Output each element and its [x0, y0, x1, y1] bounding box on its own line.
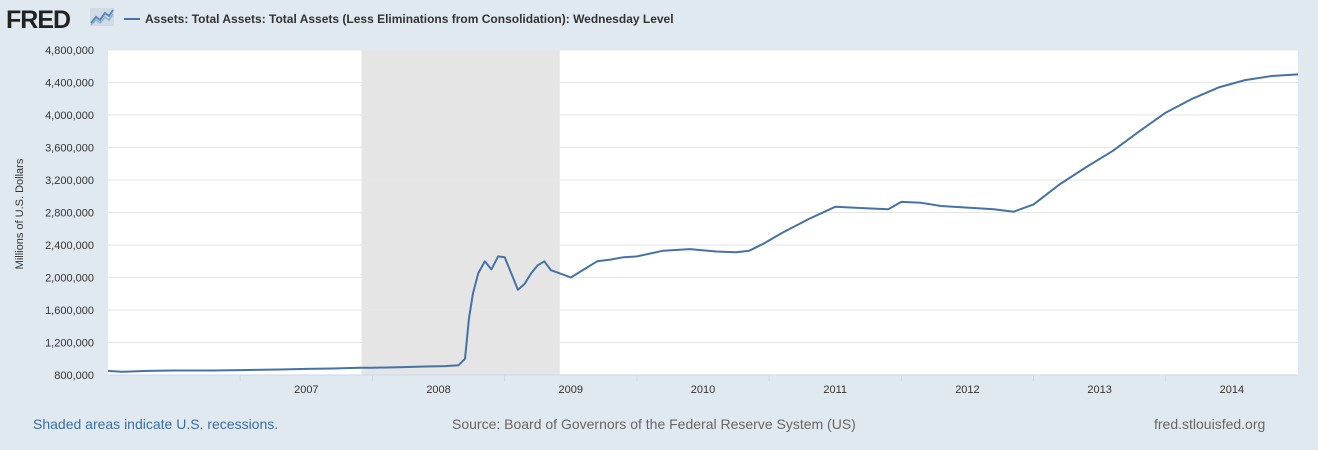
x-tick-label: 2012 [955, 384, 979, 396]
y-tick-label: 2,000,000 [45, 273, 94, 285]
x-axis-ticks: 2007 2008 2009 2010 2011 2012 2013 2014 [108, 374, 1298, 396]
chart-legend[interactable]: Assets: Total Assets: Total Assets (Less… [124, 12, 674, 26]
gridlines [108, 49, 1298, 376]
y-tick-label: 2,400,000 [45, 240, 94, 252]
recession-note-link[interactable]: Shaded areas indicate U.S. recessions. [33, 416, 279, 432]
x-tick-label: 2008 [426, 384, 450, 396]
y-tick-label: 1,600,000 [45, 305, 94, 317]
line-chart[interactable]: 800,000 1,200,000 1,600,000 2,000,000 2,400,… [0, 38, 1318, 398]
y-axis-ticks: 800,000 1,200,000 1,600,000 2,000,000 2,400,… [45, 45, 94, 382]
x-tick-label: 2013 [1087, 384, 1111, 396]
y-tick-label: 800,000 [54, 370, 94, 382]
y-tick-label: 4,400,000 [45, 78, 94, 90]
y-tick-label: 4,000,000 [45, 110, 94, 122]
y-tick-label: 3,600,000 [45, 143, 94, 155]
legend-label: Assets: Total Assets: Total Assets (Less… [145, 12, 674, 26]
y-tick-label: 1,200,000 [45, 338, 94, 350]
y-axis-label: Millions of U.S. Dollars [14, 158, 26, 269]
y-tick-label: 4,800,000 [45, 45, 94, 57]
x-tick-label: 2007 [294, 384, 318, 396]
chart-header: FRED Assets: Total Assets: Total Assets … [0, 0, 1318, 40]
x-tick-label: 2009 [559, 384, 583, 396]
x-tick-label: 2010 [691, 384, 715, 396]
fred-logo-graph-icon [90, 8, 114, 26]
y-tick-label: 2,800,000 [45, 208, 94, 220]
legend-swatch [124, 18, 140, 20]
fred-logo[interactable]: FRED [6, 6, 71, 34]
site-link[interactable]: fred.stlouisfed.org [1154, 416, 1266, 432]
source-note: Source: Board of Governors of the Federa… [452, 416, 856, 432]
y-tick-label: 3,200,000 [45, 175, 94, 187]
series-layer [107, 73, 1299, 373]
x-tick-label: 2014 [1220, 384, 1244, 396]
x-tick-label: 2011 [823, 384, 847, 396]
series-line [107, 73, 1299, 373]
